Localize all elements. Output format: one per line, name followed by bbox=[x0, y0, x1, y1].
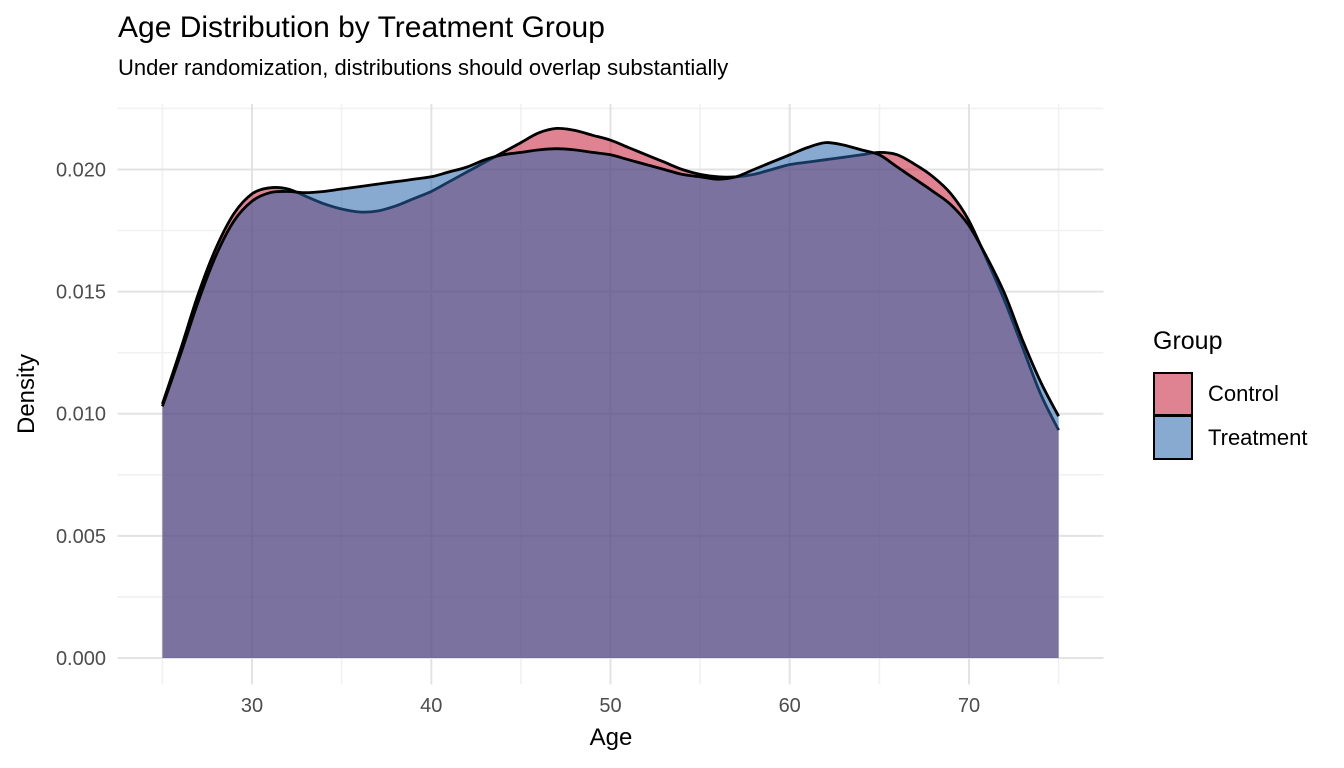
legend: Group Control Treatment bbox=[1153, 327, 1307, 460]
treatment-swatch-icon bbox=[1153, 416, 1193, 460]
y-tick-label: 0.010 bbox=[56, 404, 106, 426]
y-tick-label: 0.020 bbox=[56, 160, 106, 182]
legend-label-control: Control bbox=[1208, 381, 1279, 406]
treatment-density-curve bbox=[161, 141, 1060, 417]
x-axis-title: Age bbox=[589, 724, 633, 751]
legend-item-treatment: Treatment bbox=[1153, 416, 1307, 460]
y-axis-title: Density bbox=[13, 353, 40, 435]
x-tick-label: 30 bbox=[241, 695, 263, 717]
treatment-density-area bbox=[162, 142, 1059, 658]
x-tick-label: 50 bbox=[599, 695, 621, 717]
y-tick-label: 0.015 bbox=[56, 282, 106, 304]
legend-label-treatment: Treatment bbox=[1208, 425, 1308, 450]
x-tick-label: 60 bbox=[779, 695, 801, 717]
y-tick-label: 0.005 bbox=[56, 526, 106, 548]
legend-title: Group bbox=[1153, 327, 1223, 355]
x-tick-label: 40 bbox=[420, 695, 442, 717]
x-tick-label: 70 bbox=[958, 695, 980, 717]
control-swatch-icon bbox=[1153, 372, 1193, 416]
y-tick-label: 0.000 bbox=[56, 648, 106, 670]
legend-item-control: Control bbox=[1153, 372, 1307, 416]
chart-title: Age Distribution by Treatment Group bbox=[118, 11, 605, 44]
chart-subtitle: Under randomization, distributions shoul… bbox=[118, 55, 729, 80]
